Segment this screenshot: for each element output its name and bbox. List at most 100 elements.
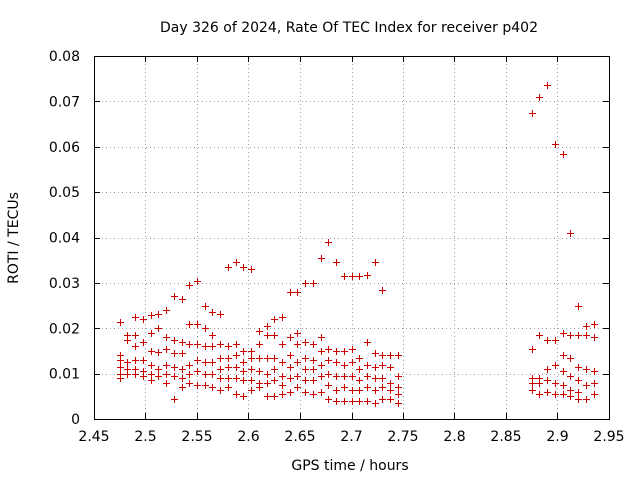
roti-point: [209, 309, 216, 316]
roti-point: [349, 387, 356, 394]
roti-point: [310, 341, 317, 348]
roti-point: [372, 364, 379, 371]
roti-point: [233, 375, 240, 382]
roti-point: [148, 312, 155, 319]
roti-point: [155, 349, 162, 356]
roti-point: [155, 325, 162, 332]
roti-point: [163, 380, 170, 387]
roti-point: [310, 357, 317, 364]
roti-point: [294, 289, 301, 296]
roti-point: [379, 384, 386, 391]
roti-point: [225, 375, 232, 382]
roti-point: [591, 368, 598, 375]
roti-point: [209, 384, 216, 391]
roti-point: [209, 371, 216, 378]
y-tick-label: 0.08: [49, 49, 80, 65]
roti-point: [271, 316, 278, 323]
roti-point: [560, 382, 567, 389]
roti-point: [318, 389, 325, 396]
y-axis-tick-labels: 0 0.01 0.02 0.03 0.04 0.05 0.06 0.07 0.08: [49, 49, 80, 428]
roti-point: [294, 341, 301, 348]
roti-point: [163, 334, 170, 341]
roti-point: [279, 391, 286, 398]
roti-point: [333, 359, 340, 366]
roti-point: [583, 366, 590, 373]
y-tick-label: 0.01: [49, 367, 80, 383]
roti-point: [560, 368, 567, 375]
roti-point: [132, 357, 139, 364]
roti-point: [194, 321, 201, 328]
roti-point: [202, 359, 209, 366]
roti-point: [395, 352, 402, 359]
roti-point: [264, 332, 271, 339]
roti-point: [287, 334, 294, 341]
roti-point: [225, 355, 232, 362]
roti-point: [575, 389, 582, 396]
roti-point: [202, 382, 209, 389]
roti-point: [364, 373, 371, 380]
roti-point: [264, 380, 271, 387]
roti-point: [248, 348, 255, 355]
y-tick-label: 0.07: [49, 94, 80, 110]
roti-point: [379, 362, 386, 369]
roti-point: [387, 380, 394, 387]
roti-point: [318, 373, 325, 380]
roti-point: [325, 346, 332, 353]
roti-point: [529, 110, 536, 117]
roti-point: [395, 373, 402, 380]
roti-point: [310, 391, 317, 398]
roti-point: [171, 364, 178, 371]
roti-point: [217, 366, 224, 373]
roti-point: [529, 346, 536, 353]
roti-point: [294, 373, 301, 380]
roti-point: [356, 398, 363, 405]
roti-point: [364, 339, 371, 346]
roti-point: [179, 384, 186, 391]
roti-point: [132, 332, 139, 339]
roti-point: [379, 396, 386, 403]
roti-point: [310, 377, 317, 384]
x-tick-label: 2.55: [181, 429, 212, 445]
roti-point: [171, 293, 178, 300]
roti-point: [117, 364, 124, 371]
roti-point: [248, 377, 255, 384]
roti-point: [575, 377, 582, 384]
roti-point: [318, 348, 325, 355]
roti-point: [209, 359, 216, 366]
roti-point: [349, 346, 356, 353]
chart-title: Day 326 of 2024, Rate Of TEC Index for r…: [160, 20, 538, 36]
roti-point: [186, 362, 193, 369]
axis-ticks: [94, 56, 610, 420]
x-tick-label: 2.75: [387, 429, 418, 445]
roti-point: [264, 355, 271, 362]
roti-point: [117, 319, 124, 326]
roti-point: [132, 314, 139, 321]
roti-point: [163, 362, 170, 369]
roti-point: [529, 387, 536, 394]
roti-point: [256, 355, 263, 362]
roti-point: [333, 259, 340, 266]
roti-point: [140, 373, 147, 380]
roti-point: [318, 255, 325, 262]
roti-point: [194, 382, 201, 389]
roti-point: [163, 307, 170, 314]
x-tick-label: 2.65: [284, 429, 315, 445]
roti-point: [364, 362, 371, 369]
roti-point: [379, 375, 386, 382]
roti-point: [333, 398, 340, 405]
roti-point: [287, 364, 294, 371]
x-tick-label: 2.7: [340, 429, 362, 445]
roti-point: [364, 384, 371, 391]
roti-point: [264, 323, 271, 330]
roti-point: [387, 396, 394, 403]
roti-point: [552, 337, 559, 344]
roti-point: [171, 350, 178, 357]
roti-point: [591, 380, 598, 387]
x-tick-label: 2.6: [237, 429, 259, 445]
x-tick-label: 2.45: [78, 429, 109, 445]
roti-point: [225, 384, 232, 391]
roti-point: [552, 141, 559, 148]
roti-point: [132, 371, 139, 378]
roti-point: [225, 364, 232, 371]
